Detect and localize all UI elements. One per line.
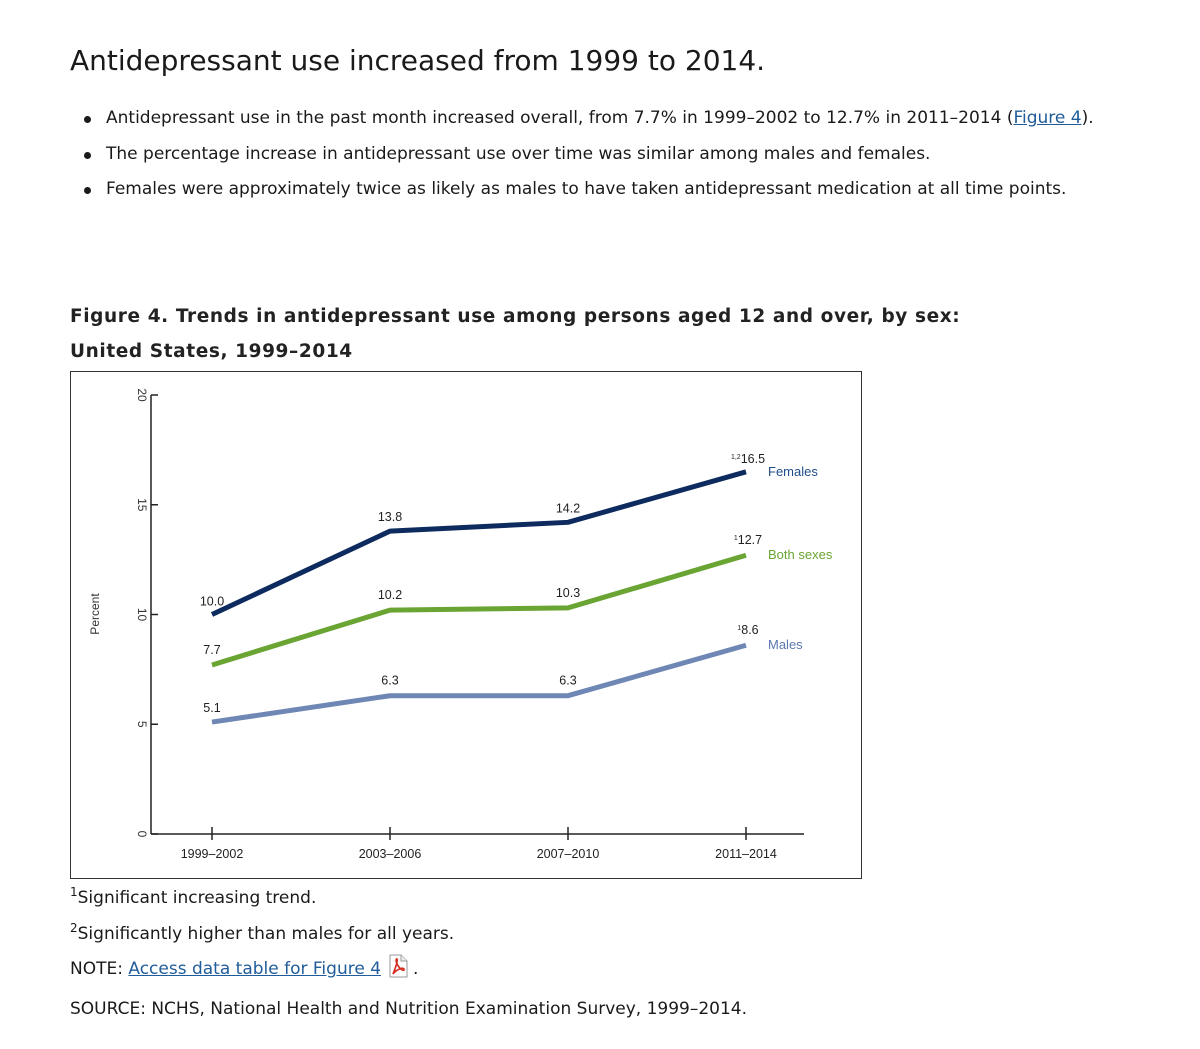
data-label: 6.3	[381, 674, 398, 688]
data-label: 5.1	[203, 701, 220, 715]
x-tick-label: 2003–2006	[359, 847, 422, 861]
data-label: 13.8	[378, 510, 402, 524]
data-table-link[interactable]: Access data table for Figure 4	[128, 959, 382, 979]
y-tick-label: 20	[135, 388, 149, 402]
data-label: 18.6	[737, 623, 758, 637]
data-label-value: 12.7	[738, 533, 762, 547]
bullet-text-end: ).	[1081, 108, 1094, 128]
footnote-1-marker: 1	[70, 885, 78, 899]
bullet-item-sex-similar: The percentage increase in antidepressan…	[70, 137, 1094, 173]
data-label: 10.0	[200, 595, 224, 609]
pdf-file-icon[interactable]	[387, 954, 409, 992]
data-label-value: 8.6	[741, 623, 758, 637]
figure-title: Figure 4. Trends in antidepressant use a…	[70, 299, 960, 369]
chart-frame: 0 5 10 15 20 Percent 1999–2002 2003–2006 2007–20…	[70, 371, 862, 879]
note-end: .	[413, 959, 419, 979]
data-label: 7.7	[203, 643, 220, 657]
y-tick-label: 15	[135, 498, 149, 512]
figure-title-line-2: United States, 1999–2014	[70, 341, 353, 362]
bullet-item-overall: Antidepressant use in the past month inc…	[70, 101, 1094, 137]
legend-label: Both sexes	[768, 547, 833, 562]
x-tick-label: 2007–2010	[537, 847, 600, 861]
y-axis-label: Percent	[88, 593, 102, 635]
bullet-item-females-twice: Females were approximately twice as like…	[70, 172, 1094, 208]
figure-notes: 1Significant increasing trend. 2Signific…	[70, 881, 747, 1027]
bullet-text: Antidepressant use in the past month inc…	[106, 108, 1014, 128]
bullet-text: Females were approximately twice as like…	[106, 179, 1067, 199]
data-label: 6.3	[559, 674, 576, 688]
legend-label: Females	[768, 464, 818, 479]
data-label: 10.3	[556, 586, 580, 600]
data-label-superscript: 1	[734, 535, 738, 542]
data-label: 112.7	[734, 533, 762, 547]
note-line: NOTE: Access data table for Figure 4.	[70, 952, 747, 992]
x-tick-label: 1999–2002	[181, 847, 244, 861]
section-heading: Antidepressant use increased from 1999 t…	[70, 44, 766, 77]
data-label: 14.2	[556, 501, 580, 515]
bullet-text: The percentage increase in antidepressan…	[106, 143, 931, 164]
source-line: SOURCE: NCHS, National Health and Nutrit…	[70, 998, 748, 1019]
y-tick-label: 5	[135, 721, 149, 728]
data-label: 1,216.5	[731, 452, 765, 466]
series-line-both-sexes	[211, 552, 747, 668]
data-label-value: 16.5	[741, 452, 765, 466]
line-chart: 0 5 10 15 20 Percent 1999–2002 2003–2006 2007–20…	[88, 388, 833, 861]
figure-title-line-1: Figure 4. Trends in antidepressant use a…	[70, 306, 961, 327]
footnote-1-text: Significant increasing trend.	[77, 888, 317, 908]
data-label: 10.2	[378, 588, 402, 602]
summary-bullet-list: Antidepressant use in the past month inc…	[70, 101, 1094, 208]
footnote-2-text: Significantly higher than males for all …	[77, 923, 455, 944]
legend-label: Males	[768, 637, 803, 652]
data-label-superscript: 1	[737, 625, 741, 632]
series-line-females	[210, 469, 747, 617]
figure-4-link[interactable]: Figure 4	[1013, 108, 1082, 128]
footnote-1: 1Significant increasing trend.	[70, 881, 747, 917]
note-label: NOTE:	[70, 959, 129, 979]
series-line-males	[211, 642, 747, 725]
y-tick-label: 10	[135, 608, 149, 622]
footnote-2: 2Significantly higher than males for all…	[70, 917, 747, 953]
data-label-superscript: 1,2	[731, 454, 741, 461]
y-tick-label: 0	[135, 831, 149, 838]
footnote-2-marker: 2	[70, 920, 78, 935]
x-tick-label: 2011–2014	[715, 847, 777, 861]
